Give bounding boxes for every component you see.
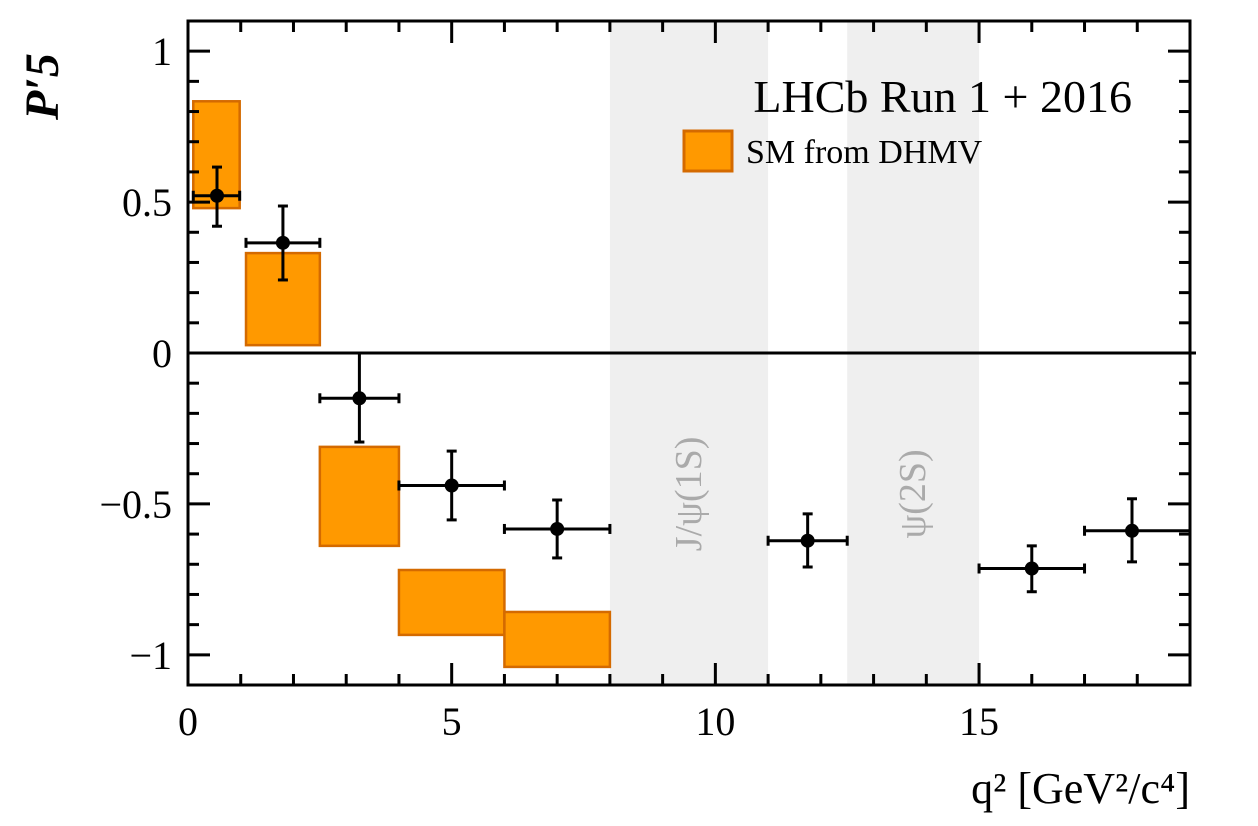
sm-prediction-box xyxy=(318,445,401,548)
data-point xyxy=(766,512,849,569)
data-point xyxy=(191,165,242,228)
data-point xyxy=(977,544,1087,594)
x-tick-label: 5 xyxy=(442,699,462,744)
data-point xyxy=(1083,497,1192,564)
sm-prediction-box xyxy=(503,610,612,669)
data-point xyxy=(502,498,612,560)
data-point xyxy=(318,351,401,444)
y-tick-label: 0.5 xyxy=(122,180,172,225)
marker xyxy=(275,235,290,250)
y-tick-label: 0 xyxy=(152,331,172,376)
x-axis-label: q² [GeV²/c⁴] xyxy=(971,764,1190,813)
legend-swatch-sm xyxy=(682,129,734,173)
data-point xyxy=(397,449,506,522)
y-tick-label: −0.5 xyxy=(99,482,172,527)
legend: SM from DHMV xyxy=(682,129,983,173)
marker xyxy=(1124,523,1139,538)
legend-label-sm: SM from DHMV xyxy=(746,134,983,171)
y-tick-label: 1 xyxy=(152,29,172,74)
veto-band-label: ψ(2S) xyxy=(892,449,934,538)
veto-band-label: J/ψ(1S) xyxy=(668,437,710,552)
sm-prediction-box xyxy=(397,568,506,637)
x-tick-label: 15 xyxy=(959,699,999,744)
marker xyxy=(1024,561,1039,576)
marker xyxy=(210,188,225,203)
marker xyxy=(352,391,367,406)
y-tick-label: −1 xyxy=(129,633,172,678)
marker xyxy=(550,521,565,536)
marker xyxy=(444,478,459,493)
data-point xyxy=(244,204,322,282)
marker xyxy=(800,533,815,548)
x-tick-label: 10 xyxy=(695,699,735,744)
experiment-annotation: LHCb Run 1 + 2016 xyxy=(753,71,1132,122)
y-axis-label: P′5 xyxy=(16,53,69,121)
x-tick-label: 0 xyxy=(178,699,198,744)
